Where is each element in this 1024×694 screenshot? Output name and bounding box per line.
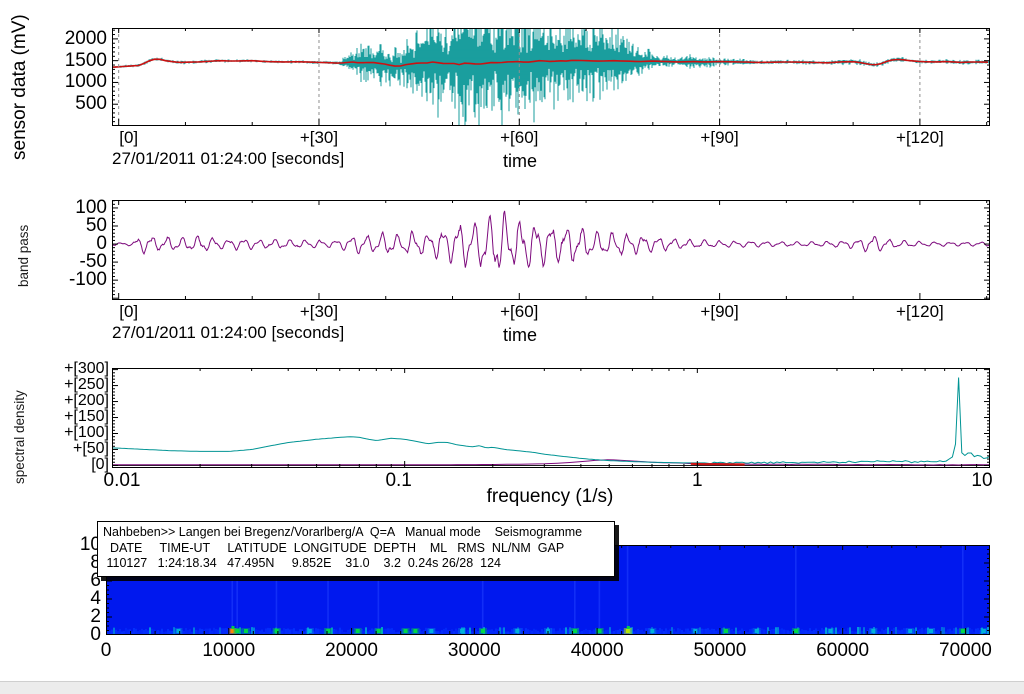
spectrogram-plot[interactable] bbox=[106, 545, 990, 635]
x-tick-label: 0.1 bbox=[385, 470, 412, 491]
y-tick-label: 4 bbox=[90, 587, 101, 609]
x-tick-label: +[90] bbox=[700, 128, 739, 147]
y-tick-label: +[50] bbox=[72, 440, 109, 458]
y-tick-label: 50 bbox=[85, 214, 107, 236]
y-tick-label: +[200] bbox=[64, 392, 109, 410]
spectral-density-plot[interactable] bbox=[112, 368, 990, 468]
bottom-scrollbar bbox=[0, 681, 1024, 694]
event-info-header: DATE TIME-UT LATITUDE LONGITUDE DEPTH ML… bbox=[103, 540, 565, 555]
event-info-values: 110127 1:24:18.34 47.495N 9.852E 31.0 3.… bbox=[103, 556, 501, 570]
sensor-start-datetime: 27/01/2011 01:24:00 [seconds] bbox=[112, 149, 345, 168]
x-tick-label: 0.01 bbox=[103, 470, 141, 491]
x-tick-label: +[60] bbox=[500, 302, 539, 321]
y-tick-label: 1500 bbox=[64, 49, 107, 71]
x-tick-label: [0] bbox=[119, 302, 139, 321]
y-tick-label: 2000 bbox=[64, 27, 107, 49]
x-tick-label: +[90] bbox=[700, 302, 739, 321]
x-tick-label: +[30] bbox=[299, 302, 339, 321]
y-tick-label: 500 bbox=[75, 93, 107, 115]
bandpass-xaxis-label: time bbox=[502, 325, 537, 345]
x-tick-label: 30000 bbox=[447, 640, 501, 661]
y-tick-label: [0] bbox=[91, 456, 109, 474]
y-tick-label: +[100] bbox=[64, 424, 109, 442]
y-tick-label: +[250] bbox=[64, 376, 109, 394]
x-tick-label: +[120] bbox=[896, 302, 944, 321]
y-tick-label: 100 bbox=[75, 196, 107, 218]
x-tick-label: [0] bbox=[119, 128, 139, 147]
y-tick-label: -100 bbox=[68, 269, 107, 291]
x-tick-label: +[30] bbox=[299, 128, 339, 147]
frequency-xaxis-label: frequency (1/s) bbox=[486, 486, 614, 507]
bandpass-start-datetime: 27/01/2011 01:24:00 [seconds] bbox=[112, 323, 345, 342]
y-tick-label: 0 bbox=[96, 233, 107, 255]
y-tick-label: 2 bbox=[90, 605, 101, 627]
y-tick-label: 10 bbox=[79, 533, 101, 555]
y-tick-label: +[300] bbox=[64, 360, 109, 378]
sensor-data-plot[interactable] bbox=[112, 28, 990, 126]
x-tick-label: 0 bbox=[100, 640, 112, 661]
event-info-window[interactable]: Nahbeben>> Langen bei Bregenz/Vorarlberg… bbox=[97, 521, 615, 577]
y-tick-label: +[150] bbox=[64, 408, 109, 426]
x-tick-label: 50000 bbox=[693, 640, 747, 661]
y-tick-label: 0 bbox=[90, 623, 101, 645]
x-tick-label: +[120] bbox=[896, 128, 944, 147]
x-tick-label: 40000 bbox=[570, 640, 624, 661]
x-tick-label: +[60] bbox=[500, 128, 539, 147]
band-pass-plot[interactable] bbox=[112, 200, 990, 300]
x-tick-label: 70000 bbox=[939, 640, 992, 661]
y-tick-label: 8 bbox=[90, 551, 101, 573]
sensor-xaxis-label: time bbox=[502, 151, 537, 171]
x-tick-label: 60000 bbox=[816, 640, 870, 661]
y-tick-label: 6 bbox=[90, 569, 101, 591]
x-tick-label: 10000 bbox=[202, 640, 256, 661]
x-tick-label: 10 bbox=[971, 470, 993, 491]
y-tick-label: 1000 bbox=[64, 71, 107, 93]
event-info-title: Nahbeben>> Langen bei Bregenz/Vorarlberg… bbox=[103, 525, 583, 539]
x-tick-label: 1 bbox=[692, 470, 703, 491]
y-tick-label: -50 bbox=[79, 251, 107, 273]
x-tick-label: 20000 bbox=[325, 640, 378, 661]
